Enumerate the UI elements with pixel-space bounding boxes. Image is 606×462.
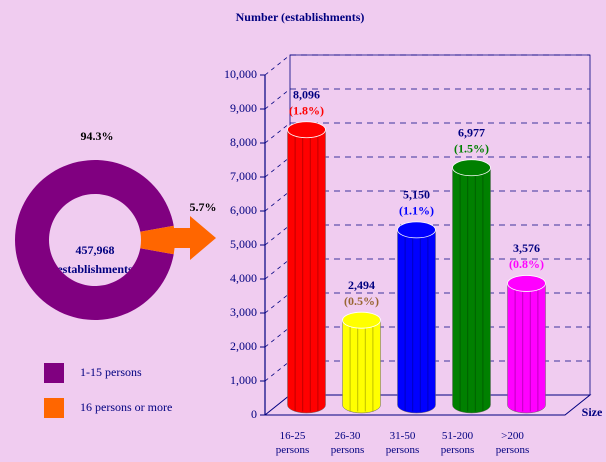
bar-top <box>342 311 381 329</box>
grid-diagonal <box>264 258 291 280</box>
value-label: 6,977 <box>458 126 485 140</box>
center-subtext: establishments <box>57 262 133 276</box>
grid-diagonal <box>264 156 291 178</box>
pie-slice <box>140 225 175 255</box>
y-tick-label: 2,000 <box>230 339 257 353</box>
legend-label: 1-15 persons <box>80 365 142 379</box>
value-label: 3,576 <box>513 241 540 255</box>
grid-diagonal <box>264 292 291 314</box>
x-axis-label: Size <box>582 405 603 419</box>
value-label: 8,096 <box>293 87 320 101</box>
y-tick-label: 7,000 <box>230 169 257 183</box>
bar-top <box>507 275 546 292</box>
y-tick-label: 9,000 <box>230 101 257 115</box>
y-tick-label: 3,000 <box>230 305 257 319</box>
center-text: 457,968 <box>76 243 115 257</box>
x-tick-label: 16-25 persons <box>275 430 310 456</box>
annotation: (0.8%) <box>509 257 544 271</box>
bar <box>507 283 546 414</box>
y-tick-label: 8,000 <box>230 135 257 149</box>
annotation: (1.8%) <box>289 103 324 117</box>
y-tick-label: 10,000 <box>224 67 257 81</box>
grid-diagonal <box>264 122 291 144</box>
grid-diagonal <box>264 54 291 76</box>
bar-top <box>287 121 326 139</box>
value-label: 2,494 <box>348 278 375 292</box>
x-tick-label: 31-50 persons <box>385 430 420 456</box>
bar <box>452 167 491 414</box>
grid-diagonal <box>264 190 291 212</box>
annotation: (1.5%) <box>454 142 489 156</box>
y-tick-label: 6,000 <box>230 203 257 217</box>
arrow <box>162 216 216 260</box>
x-tick-label: 26-30 persons <box>330 430 365 456</box>
annotation: (1.1%) <box>399 204 434 218</box>
floor <box>263 394 592 416</box>
legend-swatch <box>44 398 64 418</box>
slice-label: 94.3% <box>81 129 114 143</box>
y-tick-label: 0 <box>251 407 257 421</box>
grid-diagonal <box>264 326 291 348</box>
y-tick-label: 1,000 <box>230 373 257 387</box>
bar <box>287 129 326 414</box>
chart-title: Number (establishments) <box>236 10 365 24</box>
value-label: 5,150 <box>403 188 430 202</box>
x-tick-label: >200 persons <box>495 430 530 456</box>
grid-diagonal <box>264 360 291 382</box>
bar-top <box>452 159 491 177</box>
slice-label: 5.7% <box>190 200 217 214</box>
legend-label: 16 persons or more <box>80 400 172 414</box>
pie-slice <box>14 160 174 320</box>
grid-diagonal <box>264 224 291 246</box>
bar <box>397 229 436 414</box>
y-tick-label: 4,000 <box>230 271 257 285</box>
y-tick-label: 5,000 <box>230 237 257 251</box>
annotation: (0.5%) <box>344 294 379 308</box>
grid-diagonal <box>264 88 291 110</box>
legend-swatch <box>44 363 64 383</box>
x-tick-label: 51-200 persons <box>440 430 475 456</box>
bar-top <box>397 221 436 239</box>
bar <box>342 319 381 414</box>
